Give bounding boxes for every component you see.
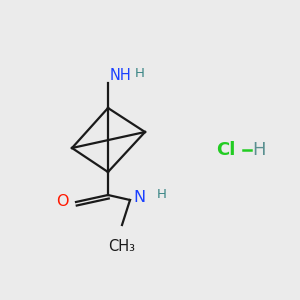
Text: O: O [56, 194, 68, 209]
Text: Cl: Cl [216, 141, 236, 159]
Text: N: N [133, 190, 145, 205]
Text: NH: NH [110, 68, 131, 82]
Text: CH₃: CH₃ [109, 239, 136, 254]
Text: H: H [157, 188, 167, 202]
Text: H: H [252, 141, 266, 159]
Text: H: H [135, 67, 145, 80]
